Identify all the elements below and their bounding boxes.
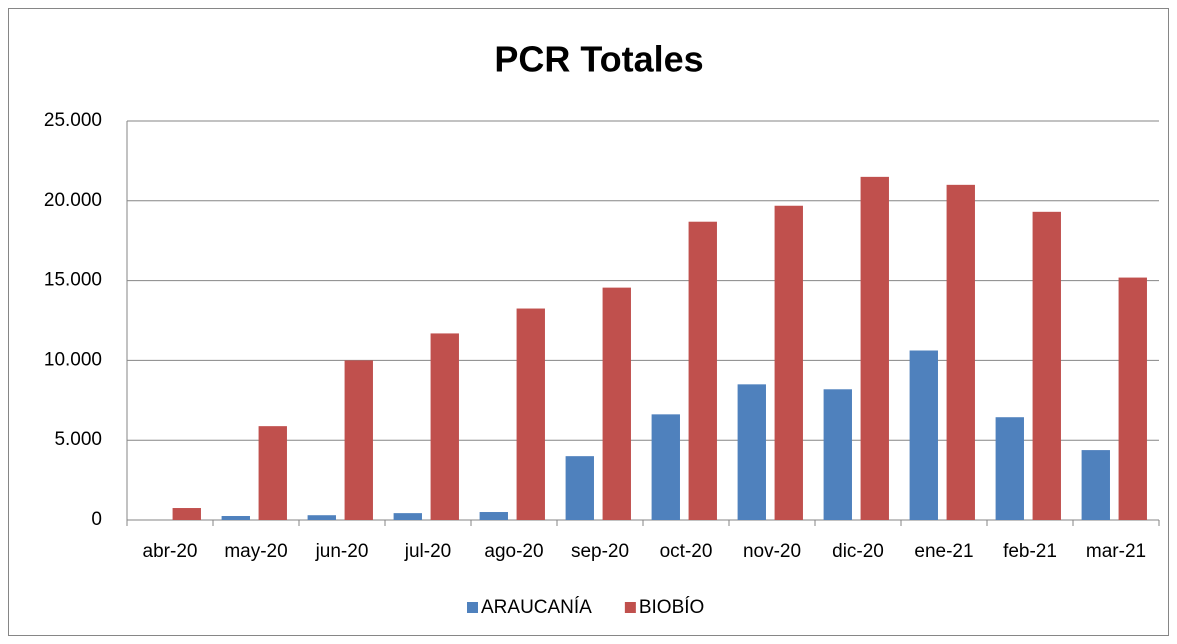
bar (221, 516, 250, 520)
bar (479, 512, 508, 520)
y-tick-label: 10.000 (44, 349, 102, 370)
x-tick-label: ago-20 (484, 541, 543, 562)
bar (258, 426, 287, 520)
bar (393, 513, 422, 520)
bar (565, 456, 594, 520)
bar (909, 350, 938, 520)
chart-title: PCR Totales (494, 39, 703, 80)
bar (307, 515, 336, 520)
legend-swatch (467, 602, 478, 613)
x-tick-label: oct-20 (660, 541, 713, 562)
legend-swatch (624, 602, 636, 613)
bar (737, 384, 766, 520)
bar (860, 176, 889, 521)
bar (946, 184, 975, 520)
x-tick-label: jul-20 (404, 541, 451, 562)
bar (172, 508, 201, 520)
y-tick-label: 15.000 (44, 270, 102, 291)
bar (995, 417, 1024, 520)
x-tick-label: sep-20 (571, 541, 629, 562)
x-tick-label: feb-21 (1003, 541, 1057, 562)
x-tick-label: abr-20 (143, 541, 198, 562)
x-tick-label: jun-20 (315, 541, 369, 562)
chart-border (8, 8, 1169, 636)
x-tick-label: ene-21 (914, 541, 973, 562)
bar (1081, 450, 1110, 520)
x-tick-label: mar-21 (1086, 541, 1146, 562)
bar (1118, 277, 1147, 520)
y-tick-label: 5.000 (54, 429, 102, 450)
legend-label: ARAUCANÍA (481, 597, 592, 618)
bar (430, 333, 459, 520)
bar (516, 308, 545, 520)
legend-label: BIOBÍO (639, 597, 704, 618)
bar (344, 360, 373, 520)
bar (823, 389, 852, 520)
y-tick-label: 25.000 (44, 110, 102, 131)
y-tick-label: 0 (91, 509, 102, 530)
bar (602, 287, 631, 520)
bar (774, 205, 803, 520)
x-tick-label: dic-20 (832, 541, 884, 562)
bar (651, 414, 680, 520)
y-tick-label: 20.000 (44, 190, 102, 211)
bar (1032, 211, 1061, 521)
bar (688, 221, 717, 521)
x-tick-label: may-20 (224, 541, 287, 562)
x-tick-label: nov-20 (743, 541, 801, 562)
